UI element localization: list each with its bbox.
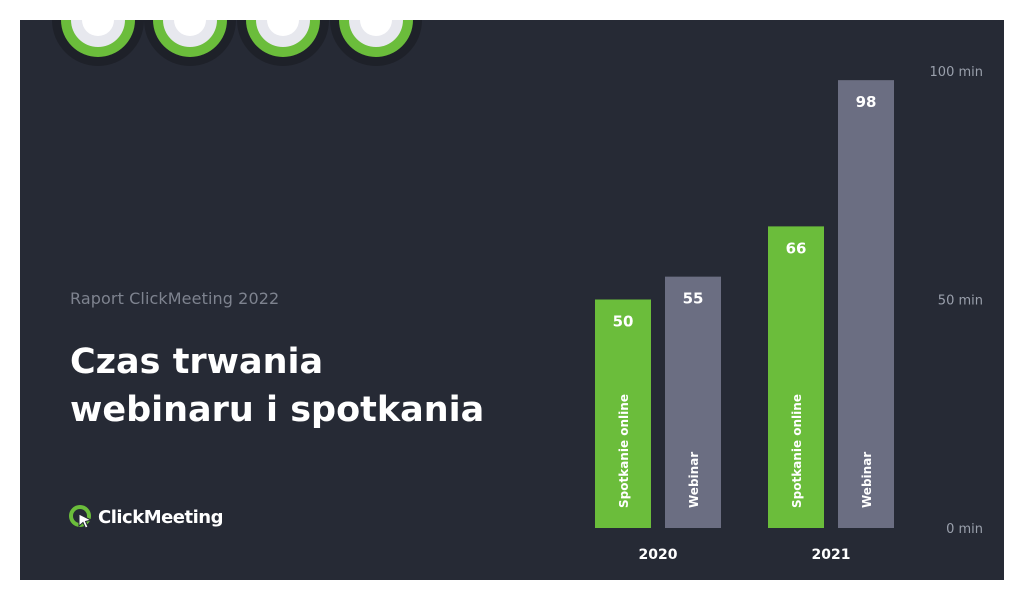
bar: [838, 80, 894, 528]
clickmeeting-logo: ClickMeeting: [68, 504, 224, 530]
y-tick-label: 0 min: [946, 522, 983, 537]
bar: [665, 276, 721, 528]
ring-2-icon: [144, 20, 236, 66]
bar-series-label: Spotkanie online: [790, 394, 804, 508]
bar: [768, 226, 824, 528]
bar-value-label: 55: [683, 290, 704, 308]
bar-chart: 0 min 50 min 100 min 50 Spotkanie online 55 We…: [460, 65, 983, 563]
bar-series-label: Webinar: [860, 452, 874, 508]
bar-value-label: 50: [613, 313, 634, 331]
logo-text: ClickMeeting: [98, 506, 224, 528]
clickmeeting-logo-icon: [69, 505, 93, 529]
ring-1-icon: [52, 20, 144, 66]
x-category-label: 2021: [812, 547, 851, 563]
x-category-label: 2020: [639, 547, 678, 563]
decorative-rings: [52, 20, 422, 66]
report-label: Raport ClickMeeting 2022: [70, 289, 280, 308]
bar-value-label: 66: [786, 239, 807, 257]
y-tick-label: 100 min: [930, 65, 983, 80]
ring-3-icon: [237, 20, 329, 66]
title-line-1: Czas trwania: [70, 342, 324, 382]
page-title: Czas trwania webinaru i spotkania: [70, 338, 540, 434]
ring-4-icon: [330, 20, 422, 66]
bar-series-label: Spotkanie online: [617, 394, 631, 508]
bar-value-label: 98: [856, 93, 877, 111]
bar: [595, 299, 651, 528]
bar-series-label: Webinar: [687, 452, 701, 508]
infographic-card: Raport ClickMeeting 2022 Czas trwania we…: [20, 20, 1004, 580]
title-line-2: webinaru i spotkania: [70, 390, 485, 430]
y-tick-label: 50 min: [938, 294, 983, 309]
